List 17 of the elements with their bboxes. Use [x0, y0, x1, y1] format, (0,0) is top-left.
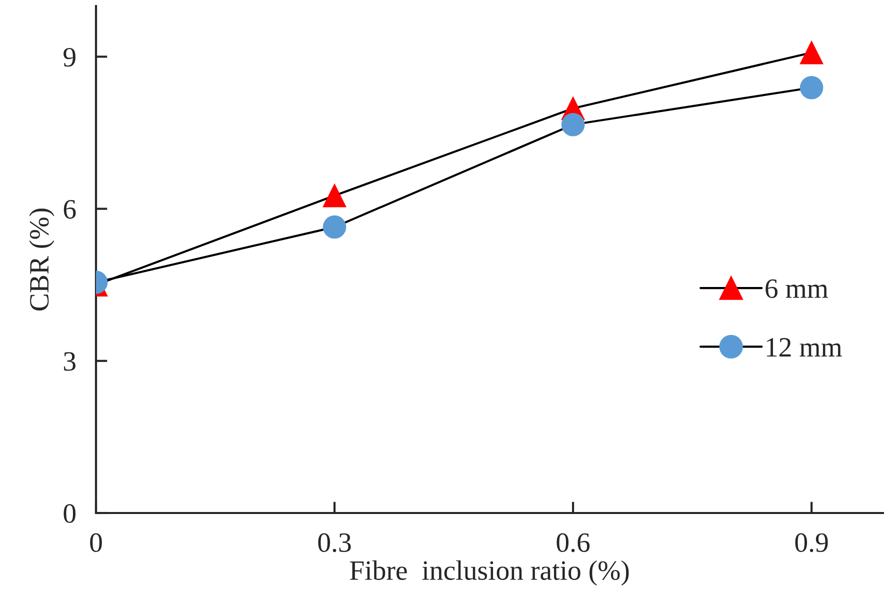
- point: [322, 215, 346, 239]
- x-tick-label: 0.6: [556, 533, 590, 552]
- x-tick-label: 0.3: [318, 533, 351, 552]
- x-tick-label: 0: [90, 533, 102, 552]
- legend-label: 6 mm: [766, 279, 828, 298]
- y-tick-label: 3: [64, 352, 76, 371]
- legend-label: 12 mm: [766, 338, 842, 356]
- x-tick-label: 0.9: [795, 533, 828, 552]
- y-tick-label: 0: [64, 504, 76, 523]
- point: [561, 113, 585, 136]
- y-tick-label: 9: [64, 48, 76, 67]
- point: [800, 41, 824, 64]
- y-tick-label: 6: [64, 200, 76, 219]
- x-axis-title: Fibre inclusion ratio (%): [350, 560, 629, 586]
- y-axis-title: CBR (%): [29, 208, 54, 310]
- point: [800, 76, 824, 100]
- point: [322, 184, 346, 208]
